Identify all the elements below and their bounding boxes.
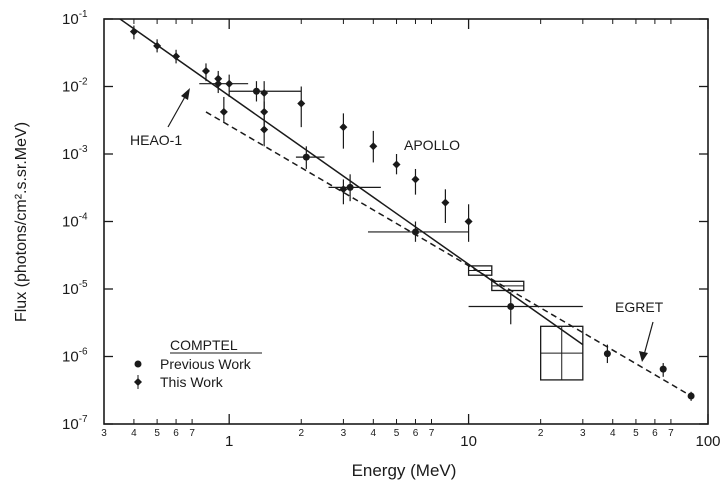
x-minor-tick-label: 6: [652, 428, 658, 439]
x-minor-tick-label: 7: [189, 428, 195, 439]
x-minor-tick-label: 5: [154, 428, 160, 439]
heao-point: [260, 89, 269, 98]
comptel-previous-point: [346, 183, 354, 191]
x-tick-label: 10: [460, 433, 477, 450]
apollo-point: [441, 198, 450, 207]
comptel-previous-point: [687, 392, 695, 400]
legend-title: COMPTEL: [170, 337, 238, 353]
apollo-point: [219, 107, 228, 116]
legend-previous-marker: [134, 360, 142, 368]
x-minor-tick-label: 6: [173, 428, 179, 439]
comptel-previous-point: [659, 365, 667, 373]
heao-point: [153, 41, 162, 50]
y-tick-label: 10-7: [62, 414, 88, 433]
comptel-previous-point: [603, 350, 611, 358]
apollo-point: [369, 142, 378, 151]
y-tick-label: 10-3: [62, 144, 88, 163]
x-minor-tick-label: 3: [580, 428, 586, 439]
y-tick-label: 10-6: [62, 347, 88, 366]
flux-boxes: [467, 265, 584, 381]
comptel-this-work-point: [214, 79, 223, 88]
heao-point: [201, 66, 210, 75]
data-points: [129, 25, 695, 401]
legend-previous-label: Previous Work: [160, 356, 252, 372]
y-axis-label: Flux (photons/cm².s.sr.MeV): [13, 122, 30, 322]
y-tick-label: 10-1: [62, 9, 88, 28]
x-tick-label: 1: [225, 433, 233, 450]
x-minor-tick-label: 3: [101, 428, 107, 439]
x-minor-tick-label: 7: [668, 428, 674, 439]
heao-point: [172, 52, 181, 61]
apollo-point: [464, 217, 473, 226]
apollo-point: [260, 125, 269, 134]
x-minor-tick-label: 2: [298, 428, 304, 439]
legend: COMPTEL Previous Work This Work: [134, 337, 262, 390]
comptel-previous-point: [302, 153, 310, 161]
x-minor-tick-label: 5: [633, 428, 639, 439]
x-minor-tick-label: 6: [413, 428, 419, 439]
comptel-this-work-point: [260, 107, 269, 116]
comptel-this-work-point: [339, 185, 348, 194]
x-minor-tick-label: 4: [131, 428, 137, 439]
apollo-point: [392, 160, 401, 169]
x-axis-label: Energy (MeV): [352, 461, 457, 480]
y-tick-label: 10-2: [62, 77, 88, 96]
egret-arrow: [639, 321, 654, 362]
x-tick-label: 100: [695, 433, 720, 450]
y-tick-label: 10-4: [62, 212, 88, 231]
comptel-previous-point: [252, 87, 260, 95]
legend-this-work-label: This Work: [160, 374, 224, 390]
heao-arrow: [167, 88, 190, 128]
y-tick-label: 10-5: [62, 279, 88, 298]
apollo-point: [411, 175, 420, 184]
comptel-previous-point: [411, 228, 419, 236]
heao-point: [129, 27, 138, 36]
x-minor-tick-label: 4: [371, 428, 377, 439]
apollo-label: APOLLO: [404, 137, 460, 153]
comptel-previous-point: [507, 303, 515, 311]
apollo-point: [297, 99, 306, 108]
x-minor-tick-label: 4: [610, 428, 616, 439]
x-minor-tick-label: 7: [429, 428, 435, 439]
egret-label: EGRET: [615, 299, 664, 315]
apollo-point: [339, 123, 348, 132]
spectrum-fit-line: [119, 18, 584, 346]
x-minor-tick-label: 3: [341, 428, 347, 439]
egret-fit-line: [205, 111, 692, 397]
heao-label: HEAO-1: [130, 132, 182, 148]
x-minor-tick-label: 2: [538, 428, 544, 439]
x-minor-tick-label: 5: [394, 428, 400, 439]
